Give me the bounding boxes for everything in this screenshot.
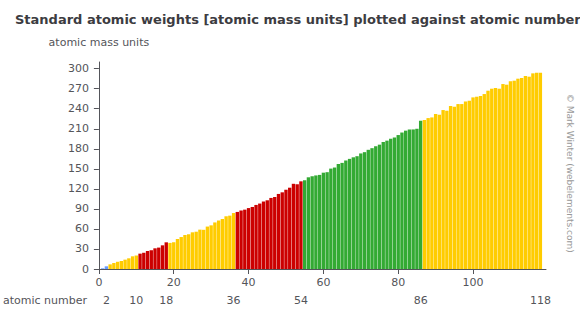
svg-text:40: 40: [242, 276, 256, 289]
svg-text:80: 80: [391, 276, 405, 289]
svg-text:240: 240: [68, 102, 89, 115]
svg-text:Standard atomic weights [atomi: Standard atomic weights [atomic mass uni…: [15, 12, 580, 27]
svg-text:2: 2: [103, 294, 110, 307]
svg-text:© Mark Winter (webelements.com: © Mark Winter (webelements.com): [565, 94, 575, 253]
svg-text:20: 20: [167, 276, 181, 289]
svg-text:120: 120: [68, 182, 89, 195]
svg-text:atomic mass units: atomic mass units: [49, 36, 150, 49]
svg-text:300: 300: [68, 62, 89, 75]
svg-text:30: 30: [75, 242, 89, 255]
svg-text:60: 60: [75, 222, 89, 235]
svg-text:210: 210: [68, 122, 89, 135]
svg-text:180: 180: [68, 142, 89, 155]
svg-text:54: 54: [294, 294, 308, 307]
svg-text:10: 10: [129, 294, 143, 307]
svg-text:18: 18: [159, 294, 173, 307]
svg-text:90: 90: [75, 202, 89, 215]
svg-text:36: 36: [227, 294, 241, 307]
svg-text:150: 150: [68, 162, 89, 175]
svg-text:0: 0: [82, 263, 89, 276]
svg-text:60: 60: [316, 276, 330, 289]
svg-text:0: 0: [95, 276, 102, 289]
svg-text:86: 86: [414, 294, 428, 307]
svg-text:270: 270: [68, 82, 89, 95]
svg-text:100: 100: [463, 276, 484, 289]
svg-text:atomic number: atomic number: [3, 294, 88, 307]
svg-text:118: 118: [530, 294, 551, 307]
